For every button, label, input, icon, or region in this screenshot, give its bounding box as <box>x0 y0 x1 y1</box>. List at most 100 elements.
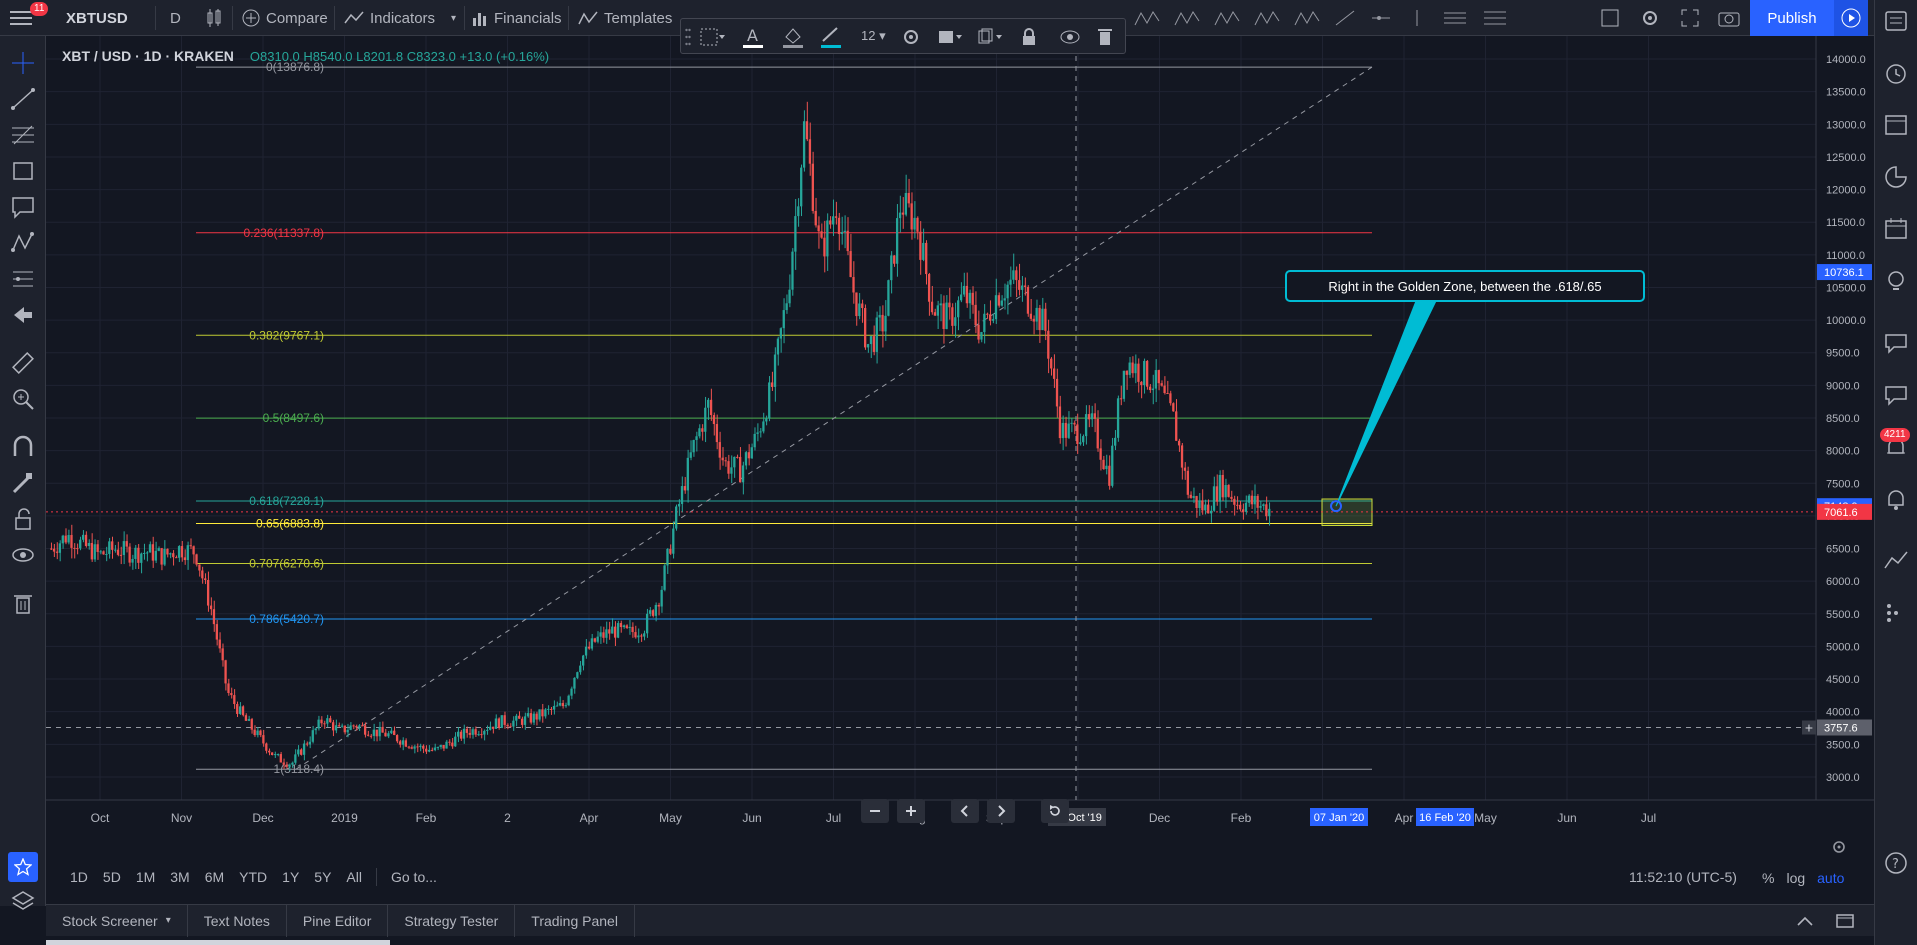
prediction-icon[interactable] <box>10 266 36 292</box>
horizontal-ray-icon[interactable] <box>1370 9 1392 27</box>
templates-button[interactable]: Templates <box>578 0 672 36</box>
template-select-icon[interactable] <box>699 27 725 50</box>
price-chart[interactable]: 14000.0 13500.0 13000.0 12500.0 12000.0 11500… <box>46 36 1874 836</box>
publish-button[interactable]: Publish <box>1750 0 1834 36</box>
watchlist-star-button[interactable] <box>8 852 38 882</box>
range-1y[interactable]: 1Y <box>282 869 300 885</box>
eye-icon[interactable] <box>1059 27 1081 50</box>
layers-icon[interactable] <box>10 888 36 914</box>
ruler-icon[interactable] <box>10 350 36 376</box>
range-5d[interactable]: 5D <box>102 869 121 885</box>
dom-icon[interactable] <box>1883 600 1909 626</box>
trash-icon[interactable] <box>10 590 36 616</box>
settings-button[interactable] <box>1640 0 1660 36</box>
crosshair-plus-bg[interactable] <box>1802 720 1816 735</box>
fib-retracement-icon[interactable] <box>10 122 36 148</box>
range-1d[interactable]: 1D <box>70 869 88 885</box>
pattern-icon[interactable] <box>10 230 36 256</box>
clock-display[interactable]: 11:52:10 (UTC-5) <box>1629 869 1737 885</box>
symbol-search[interactable]: XBTUSD <box>66 9 128 27</box>
visibility-interval-icon[interactable] <box>937 27 963 50</box>
lock-drawings-icon[interactable] <box>10 506 36 532</box>
stay-drawing-icon[interactable] <box>10 470 36 496</box>
private-chat-icon[interactable] <box>1883 382 1909 408</box>
magnet-icon[interactable] <box>10 434 36 460</box>
lock-icon[interactable] <box>1021 27 1037 50</box>
fullscreen-layout-button[interactable] <box>1600 0 1620 36</box>
trend-line-icon[interactable] <box>1334 9 1356 27</box>
arrow-left-icon[interactable] <box>10 302 36 328</box>
fullscreen-button[interactable] <box>1680 0 1700 36</box>
crosshair-icon[interactable] <box>10 50 36 76</box>
watchlist-icon[interactable] <box>1883 8 1909 34</box>
pattern-tool-icon[interactable] <box>1254 9 1280 27</box>
pattern-tool-icon[interactable] <box>1134 9 1160 27</box>
parallel-channel-icon[interactable] <box>1442 9 1468 27</box>
log-scale-button[interactable]: log <box>1786 870 1806 886</box>
horizontal-scrollbar[interactable] <box>46 940 390 945</box>
reset-chart-button[interactable] <box>1041 799 1069 823</box>
hotlist-icon[interactable] <box>1883 164 1909 190</box>
maximize-panel-icon[interactable] <box>1836 913 1854 929</box>
scroll-right-button[interactable] <box>987 799 1015 823</box>
snapshot-button[interactable] <box>1718 0 1740 36</box>
eye-icon[interactable] <box>10 542 36 568</box>
range-all[interactable]: All <box>346 869 362 885</box>
tab-text-notes[interactable]: Text Notes <box>188 904 287 937</box>
rectangle-icon[interactable] <box>10 158 36 184</box>
callout-box[interactable] <box>1285 270 1645 302</box>
fib-icon[interactable] <box>1482 9 1508 27</box>
chart-style-button[interactable] <box>206 0 222 36</box>
goto-date-button[interactable]: Go to... <box>390 869 437 885</box>
zoom-out-button[interactable] <box>861 799 889 823</box>
indicators-button[interactable]: Indicators ▾ <box>344 0 456 36</box>
pattern-tool-icon[interactable] <box>1174 9 1200 27</box>
settings-icon[interactable] <box>901 27 921 50</box>
drag-handle-icon[interactable] <box>685 27 691 47</box>
alarm-clock-icon[interactable] <box>1883 60 1909 86</box>
range-1m[interactable]: 1M <box>135 869 156 885</box>
zoom-icon[interactable] <box>10 386 36 412</box>
font-size-select[interactable]: 12 ▾ <box>861 28 886 43</box>
chevron-up-icon[interactable] <box>1796 914 1814 928</box>
chat-icon[interactable] <box>1883 330 1909 356</box>
replay-button[interactable] <box>1834 0 1868 36</box>
clone-icon[interactable] <box>977 27 1003 50</box>
interval-button[interactable]: D <box>170 9 181 27</box>
candle-body <box>898 212 902 219</box>
tab-strategy-tester[interactable]: Strategy Tester <box>388 904 516 937</box>
range-3m[interactable]: 3M <box>170 869 190 885</box>
text-color-icon[interactable]: A <box>741 25 765 52</box>
calendar-icon[interactable] <box>1883 216 1909 242</box>
zoom-in-button[interactable] <box>897 799 925 823</box>
trend-line-icon[interactable] <box>10 86 36 112</box>
pattern-tool-icon[interactable] <box>1294 9 1320 27</box>
pattern-tool-icon[interactable] <box>1214 9 1240 27</box>
tab-pine-editor[interactable]: Pine Editor <box>287 904 389 937</box>
order-panel-icon[interactable] <box>1883 548 1909 574</box>
vertical-line-icon[interactable] <box>1406 9 1428 27</box>
compare-button[interactable]: Compare <box>242 0 328 36</box>
callout-anchor-point[interactable] <box>1330 500 1342 513</box>
candle-body <box>800 167 803 207</box>
auto-scale-button[interactable]: auto <box>1817 870 1845 886</box>
range-5y[interactable]: 5Y <box>314 869 332 885</box>
legend-symbol[interactable]: XBT / USD · 1D · KRAKEN <box>62 48 234 64</box>
range-6m[interactable]: 6M <box>204 869 225 885</box>
line-color-icon[interactable] <box>819 25 843 52</box>
trash-icon[interactable] <box>1097 27 1113 50</box>
help-icon[interactable]: ? <box>1883 850 1909 876</box>
scroll-left-button[interactable] <box>951 799 979 823</box>
percent-scale-button[interactable]: % <box>1762 870 1775 886</box>
range-ytd[interactable]: YTD <box>239 869 268 885</box>
data-window-icon[interactable] <box>1883 112 1909 138</box>
callout-icon[interactable] <box>10 194 36 220</box>
chart-settings-gear-icon[interactable] <box>1829 837 1849 857</box>
tab-trading-panel[interactable]: Trading Panel <box>515 904 635 937</box>
menu-button[interactable] <box>10 0 32 36</box>
fill-color-icon[interactable] <box>781 25 805 52</box>
tab-stock-screener[interactable]: Stock Screener ▾ <box>46 904 188 937</box>
financials-button[interactable]: Financials <box>472 0 562 36</box>
ideas-bulb-icon[interactable] <box>1883 268 1909 294</box>
bell-icon[interactable] <box>1883 486 1909 512</box>
